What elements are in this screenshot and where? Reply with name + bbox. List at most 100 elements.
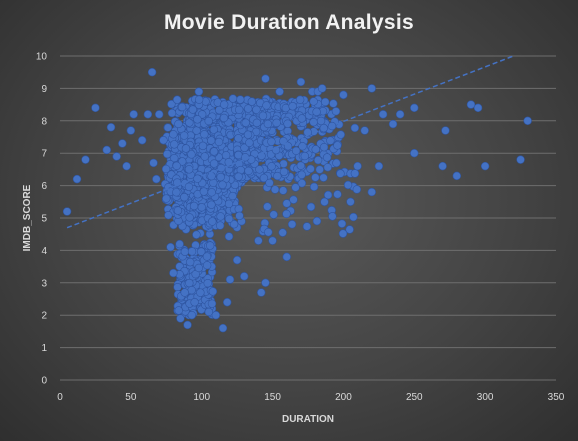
data-point [209,159,219,168]
data-point [338,229,348,238]
data-point [185,213,194,222]
data-point [62,207,72,216]
data-point [102,145,111,155]
data-point [300,151,309,161]
data-point [106,123,116,132]
y-tick-label: 9 [41,84,47,95]
data-point [216,172,225,182]
data-point [194,263,204,273]
data-point [180,247,190,256]
data-point [395,110,405,119]
data-point [175,239,184,249]
data-point [176,314,185,323]
data-point [270,185,280,194]
data-point [204,116,213,126]
data-point [311,173,320,182]
data-point [244,166,253,176]
data-point [261,74,270,83]
data-point [283,119,292,128]
data-point [473,103,483,113]
y-tick-label: 2 [41,311,47,322]
data-point [410,149,419,158]
data-point [234,105,244,115]
data-point [297,170,306,179]
data-point [207,136,216,145]
data-point [234,134,243,143]
data-point [197,203,206,212]
data-point [174,119,183,129]
data-point [296,77,306,87]
data-point [162,194,171,203]
data-point [345,225,354,234]
y-tick-label: 0 [41,376,47,387]
data-point [180,288,189,297]
data-point [166,242,175,252]
data-point [263,119,273,129]
data-point [313,155,323,165]
data-point [282,209,291,219]
data-point [319,143,329,152]
data-point [184,182,194,192]
data-point [129,110,138,119]
data-point [173,282,182,292]
data-point [217,163,226,173]
data-point [196,288,205,297]
data-point [343,180,353,190]
y-tick-label: 7 [41,149,47,160]
data-point [219,113,229,123]
data-point [207,188,216,197]
data-point [262,101,271,110]
chart-title: Movie Duration Analysis [163,11,414,34]
data-point [198,141,208,151]
data-point [289,195,298,204]
x-tick-label: 250 [406,392,423,403]
data-point [224,158,233,167]
data-point [312,216,322,226]
data-point [224,214,234,224]
data-point [163,123,173,132]
data-point [112,152,121,161]
data-point [309,97,318,106]
data-point [328,212,337,221]
data-point [352,185,362,194]
data-point [240,143,249,153]
data-point [188,105,197,114]
data-point [241,118,250,127]
data-point [346,197,355,207]
data-point [269,210,278,219]
data-point [234,172,243,181]
data-point [173,206,183,215]
data-point [216,212,225,221]
data-point [224,232,234,241]
data-point [177,102,187,112]
data-point [187,247,197,256]
data-point [215,105,224,115]
data-point [278,228,287,237]
data-point [187,150,196,159]
data-point [312,107,321,117]
y-tick-label: 1 [41,343,47,354]
y-axis-ticks: 0 1 2 3 4 5 6 7 8 9 10 [36,52,48,387]
data-point [267,162,276,171]
data-point [319,173,328,182]
data-point [199,187,209,196]
data-point [374,161,384,171]
data-point [259,173,269,183]
data-point [302,222,312,231]
data-point [215,221,225,230]
data-point [170,140,179,149]
data-points [62,67,532,333]
data-point [254,236,263,245]
data-point [288,102,297,111]
data-point [245,138,254,147]
data-point [185,257,195,267]
x-tick-label: 350 [548,392,565,403]
data-point [271,145,281,155]
data-point [257,151,266,161]
data-point [264,228,273,237]
data-point [214,137,224,147]
data-point [234,150,243,160]
data-point [263,202,272,211]
data-point [240,272,249,281]
